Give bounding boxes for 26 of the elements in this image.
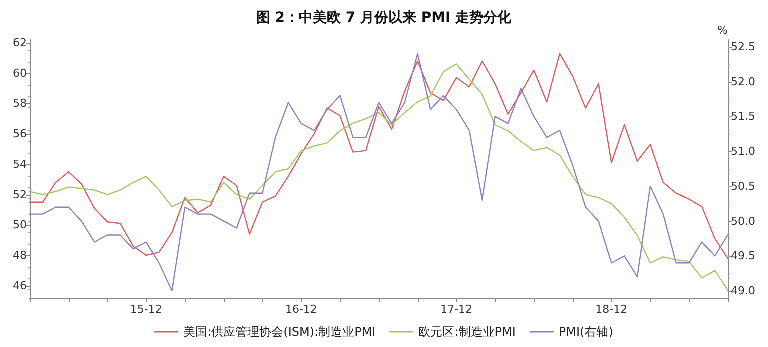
legend-label: PMI(右轴): [558, 325, 614, 339]
y2-tick-label: 50.5: [731, 180, 756, 193]
x-tick-label: 16-12: [285, 303, 318, 316]
y2-tick-label: 49.5: [731, 250, 756, 263]
y2-tick-label: 50.0: [731, 214, 756, 228]
y-tick-label: 46: [13, 279, 27, 292]
y-tick-label: 60: [13, 66, 27, 80]
legend-label: 美国:供应管理协会(ISM):制造业PMI: [184, 325, 376, 339]
x-tick-label: 17-12: [440, 303, 473, 316]
y-tick-label: 48: [13, 249, 27, 262]
y-tick-label: 62: [13, 36, 27, 50]
y-tick-label: 56: [13, 128, 27, 141]
y2-tick-label: 52.5: [731, 40, 756, 54]
y-tick-label: 50: [13, 218, 27, 232]
y2-tick-label: 51.0: [731, 145, 756, 158]
y2-axis-title: %: [718, 24, 728, 37]
legend-label: 欧元区:制造业PMI: [418, 325, 516, 339]
y-tick-label: 54: [13, 158, 27, 171]
y2-tick-label: 49.0: [731, 284, 756, 298]
x-tick-label: 15-12: [130, 303, 162, 316]
y2-tick-label: 52.0: [731, 75, 756, 88]
y-tick-label: 52: [13, 188, 27, 202]
y-tick-label: 58: [13, 97, 27, 110]
x-tick-label: 18-12: [596, 303, 628, 316]
chart-title: 图 2：中美欧 7 月份以来 PMI 走势分化: [256, 9, 513, 26]
y2-tick-label: 51.5: [731, 110, 756, 124]
